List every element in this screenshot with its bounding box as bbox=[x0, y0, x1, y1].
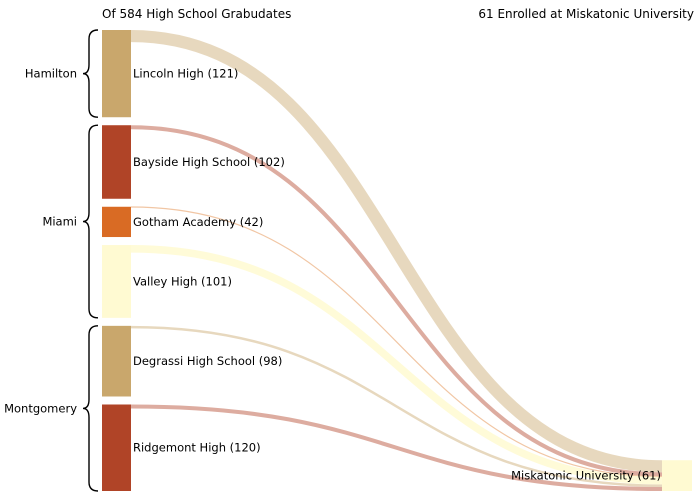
group-brace-1 bbox=[82, 29, 99, 118]
school-label-5: Degrassi High School (98) bbox=[133, 354, 282, 368]
link-1 bbox=[130, 30, 663, 473]
link-5 bbox=[130, 325, 663, 487]
school-label-2: Bayside High School (102) bbox=[133, 155, 285, 169]
school-node-6 bbox=[102, 404, 131, 491]
links-layer bbox=[130, 30, 663, 492]
group-label-3: Montgomery bbox=[4, 401, 77, 415]
school-node-3 bbox=[102, 206, 131, 238]
group-label-2: Miami bbox=[42, 215, 77, 229]
school-node-4 bbox=[102, 245, 131, 318]
target-label: Miskatonic University (61) bbox=[511, 469, 661, 483]
right-column-title: 61 Enrolled at Miskatonic University bbox=[478, 7, 694, 21]
school-label-4: Valley High (101) bbox=[133, 274, 232, 288]
link-3 bbox=[130, 206, 663, 478]
nodes-layer: Lincoln High (121) Bayside High School (1… bbox=[102, 30, 692, 491]
link-6 bbox=[130, 404, 663, 492]
group-brace-2 bbox=[82, 124, 99, 319]
left-column-title: Of 584 High School Grabudates bbox=[102, 7, 292, 21]
school-node-2 bbox=[102, 125, 131, 199]
group-brace-3 bbox=[82, 325, 99, 492]
school-label-6: Ridgemont High (120) bbox=[133, 441, 261, 455]
group-label-1: Hamilton bbox=[25, 67, 77, 81]
school-label-3: Gotham Academy (42) bbox=[133, 215, 263, 229]
link-2 bbox=[130, 125, 663, 477]
school-node-5 bbox=[102, 325, 131, 397]
school-node-1 bbox=[102, 30, 131, 118]
target-node bbox=[662, 460, 692, 491]
link-4 bbox=[130, 245, 663, 485]
school-label-1: Lincoln High (121) bbox=[133, 67, 238, 81]
group-braces-layer: Hamilton Miami Montgomery bbox=[4, 29, 99, 492]
